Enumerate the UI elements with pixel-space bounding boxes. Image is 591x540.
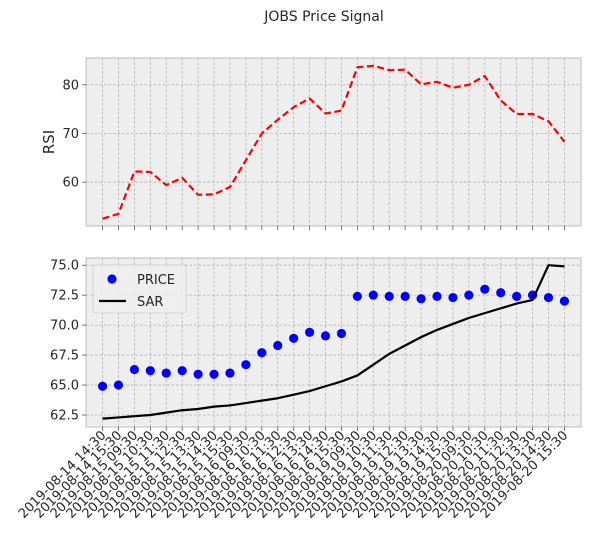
- price-point: [241, 360, 251, 370]
- price-point: [320, 331, 331, 341]
- price-point: [289, 333, 299, 343]
- price-point: [512, 291, 522, 301]
- price-point: [305, 327, 315, 337]
- price-point: [448, 292, 458, 303]
- price-point: [113, 380, 124, 390]
- price-point: [336, 328, 347, 339]
- price-point: [225, 368, 235, 378]
- y-axis-label: RSI: [40, 130, 58, 154]
- price-point: [97, 381, 108, 391]
- price-point: [209, 369, 219, 379]
- chart-title: JOBS Price Signal: [263, 9, 383, 25]
- price-point: [432, 291, 442, 301]
- price-point: [257, 348, 267, 358]
- legend-marker-price: [107, 274, 117, 284]
- y-tick-label: 65.0: [50, 379, 79, 394]
- price-point: [384, 291, 394, 301]
- y-tick-label: 70: [62, 127, 79, 142]
- sar-line: [102, 264, 565, 420]
- price-point: [273, 340, 283, 351]
- price-point: [464, 290, 474, 300]
- price-point: [559, 296, 570, 306]
- price-point: [496, 288, 506, 298]
- price-point: [177, 366, 187, 376]
- rsi-line: [102, 64, 566, 220]
- plot-area: [85, 57, 582, 227]
- legend-label: PRICE: [137, 273, 175, 288]
- price-point: [352, 291, 362, 301]
- y-tick-label: 62.5: [50, 409, 79, 424]
- price-point: [193, 369, 203, 379]
- y-tick-label: 70.0: [50, 319, 79, 334]
- price-point: [368, 290, 378, 300]
- price-point: [480, 284, 490, 294]
- legend: PRICE SAR: [92, 264, 187, 314]
- price-point: [145, 366, 155, 376]
- y-tick-label: 80: [62, 78, 79, 93]
- price-point: [161, 368, 171, 378]
- price-point: [129, 364, 140, 375]
- rsi-panel: 60 70 80 RSI: [40, 57, 582, 230]
- y-tick-label: 75.0: [50, 259, 79, 274]
- price-point: [400, 291, 410, 301]
- legend-label: SAR: [137, 295, 163, 310]
- price-point: [543, 292, 554, 303]
- y-tick-label: 60: [62, 176, 79, 191]
- y-tick-label: 67.5: [50, 349, 79, 364]
- price-point: [416, 294, 426, 304]
- y-tick-label: 72.5: [50, 289, 79, 304]
